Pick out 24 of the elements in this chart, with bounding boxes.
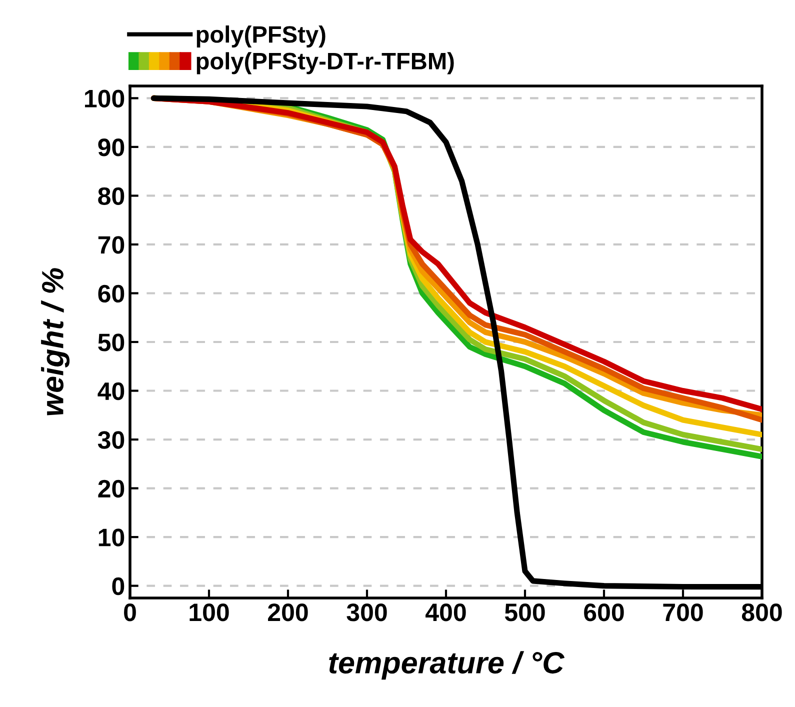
x-tick-label: 800 (742, 604, 782, 622)
x-axis-title: temperature / °C (329, 651, 565, 680)
legend-label: poly(PFSty) (196, 25, 326, 48)
y-tick-label: 100 (85, 90, 124, 108)
y-tick-label: 90 (98, 138, 124, 156)
x-tick-label: 700 (663, 604, 703, 622)
y-tick-label: 30 (98, 431, 124, 449)
y-tick-label: 10 (98, 528, 124, 546)
x-tick-label: 600 (584, 604, 624, 622)
y-tick-label: 80 (98, 187, 124, 206)
x-tick-label: 200 (268, 604, 308, 622)
x-tick-label: 100 (190, 604, 229, 622)
series-label: poly(PFSty-DT-r-TFBM) (196, 52, 454, 74)
x-tick-label: 0 (124, 604, 136, 622)
y-tick-label: 60 (98, 284, 124, 303)
x-tick-label: 300 (346, 604, 387, 622)
y-axis-title: weight / % (41, 268, 70, 416)
y-tick-label: 50 (98, 334, 124, 352)
y-tick-label: 20 (98, 480, 124, 498)
y-tick-label: 40 (98, 382, 124, 400)
x-tick-label: 500 (504, 604, 545, 622)
y-tick-label: 0 (112, 577, 124, 596)
y-tick-label: 70 (98, 236, 124, 254)
x-tick-label: 400 (426, 604, 466, 622)
